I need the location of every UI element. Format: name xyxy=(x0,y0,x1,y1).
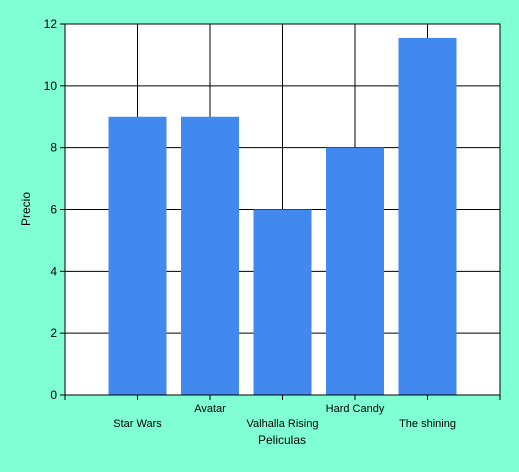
x-tick-label: Hard Candy xyxy=(326,403,385,415)
y-tick-label: 4 xyxy=(50,264,57,278)
y-axis-title: Precio xyxy=(19,192,33,226)
axes xyxy=(60,23,501,400)
x-tick-label: Valhalla Rising xyxy=(247,418,319,430)
bar xyxy=(181,116,239,395)
y-tick-label: 2 xyxy=(50,326,57,340)
bar xyxy=(326,147,384,395)
bars xyxy=(108,37,457,395)
y-tick-label: 0 xyxy=(50,388,57,402)
y-tick-label: 12 xyxy=(44,17,58,31)
x-tick-label: Star Wars xyxy=(113,418,162,430)
bar xyxy=(108,116,167,395)
tick-labels: 0 2 4 6 8 10 12 Star Wars Avatar Valhalla Rising H… xyxy=(44,17,456,430)
x-axis-title: Peliculas xyxy=(258,433,306,447)
x-tick-label: The shining xyxy=(399,418,456,430)
bar xyxy=(253,209,312,395)
x-tick-label: Avatar xyxy=(194,403,226,415)
y-tick-label: 8 xyxy=(50,141,57,155)
y-tick-label: 10 xyxy=(44,79,58,93)
bar xyxy=(398,37,457,395)
y-tick-label: 6 xyxy=(50,203,57,217)
